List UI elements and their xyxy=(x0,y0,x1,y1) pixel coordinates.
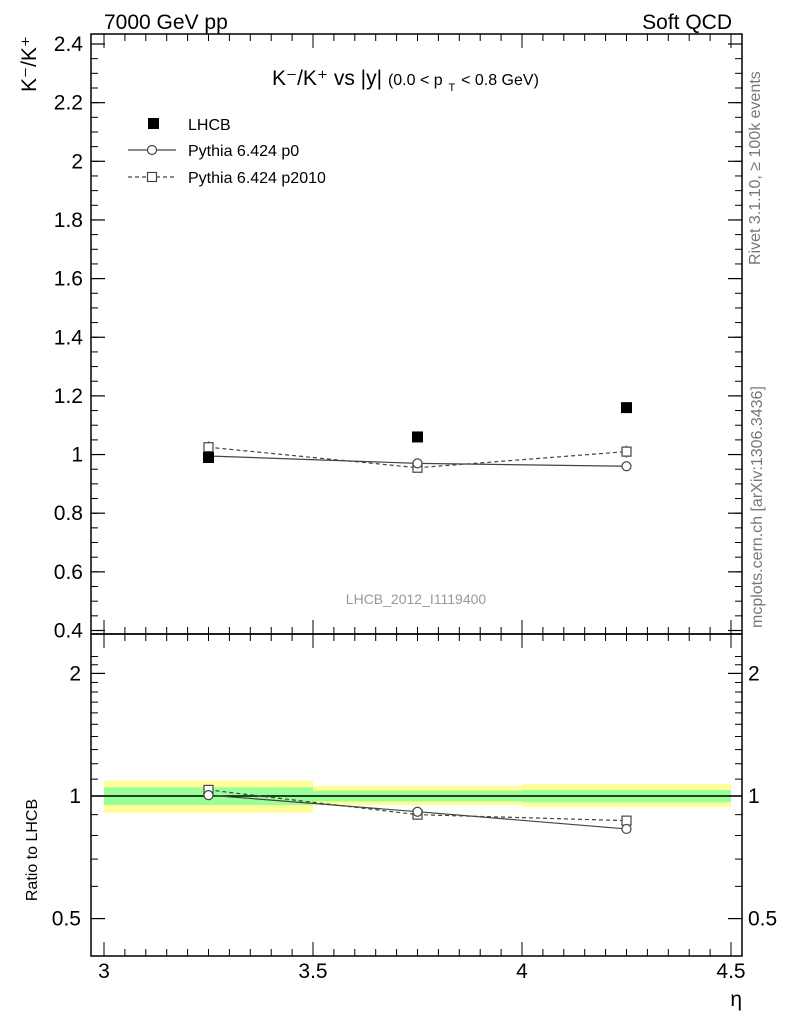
main-point-lhcb xyxy=(203,451,214,463)
title-main: K⁻/K⁺ vs |y| xyxy=(272,67,382,90)
ratio-y-tick-label: 1 xyxy=(69,785,81,808)
main-y-tick-label: 1.6 xyxy=(54,268,83,291)
ratio-y-tick-label: 2 xyxy=(69,662,81,685)
ratio-point-pythia-6-424-p0 xyxy=(203,790,214,801)
ratio-point-pythia-6-424-p0 xyxy=(621,823,632,835)
x-tick-label: 4 xyxy=(516,960,528,983)
main-chart-title: K⁻/K⁺ vs |y| (0.0 < p T < 0.8 GeV) xyxy=(272,67,539,96)
ratio-point-pythia-6-424-p2010 xyxy=(621,815,632,826)
ratio-y-tick-label: 0.5 xyxy=(52,908,81,931)
x-tick-label: 3.5 xyxy=(298,960,327,983)
header-category-label: Soft QCD xyxy=(642,11,732,34)
main-y-tick-label: 1.4 xyxy=(54,326,84,349)
ratio-y-tick-label-right: 0.5 xyxy=(748,908,777,931)
legend-label-lhcb: LHCB xyxy=(188,117,231,134)
title-cut-sub: T xyxy=(449,82,456,94)
data-series xyxy=(203,402,632,835)
ratio-y-tick-label-right: 1 xyxy=(748,785,760,808)
legend-marker-p0 xyxy=(146,144,158,156)
legend: LHCB Pythia 6.424 p0 Pythia 6.424 p2010 xyxy=(128,117,326,187)
main-y-tick-label: 2.4 xyxy=(54,33,84,56)
main-y-tick-label: 0.4 xyxy=(54,620,84,643)
main-y-tick-label: 2 xyxy=(71,150,83,173)
analysis-watermark: LHCB_2012_I1119400 xyxy=(346,591,487,607)
legend-label-p2010: Pythia 6.424 p2010 xyxy=(188,170,326,187)
x-tick-label: 4.5 xyxy=(716,960,745,983)
main-y-tick-label: 1.8 xyxy=(54,209,83,232)
title-cut-open: (0.0 < p xyxy=(388,72,443,89)
main-point-pythia-6-424-p2010 xyxy=(621,446,632,457)
legend-marker-p2010 xyxy=(146,171,158,183)
ratio-uncertainty-bands xyxy=(91,780,742,813)
main-point-lhcb xyxy=(412,431,423,443)
title-cut-close: < 0.8 GeV) xyxy=(461,72,539,89)
main-y-tick-label: 2.2 xyxy=(54,92,83,115)
legend-label-p0: Pythia 6.424 p0 xyxy=(188,143,299,160)
mcplots-reference-label: mcplots.cern.ch [arXiv:1306.3436] xyxy=(749,386,766,628)
ratio-panel-frame xyxy=(90,633,743,957)
main-point-pythia-6-424-p0 xyxy=(621,461,632,472)
header-energy-label: 7000 GeV pp xyxy=(104,11,228,34)
main-y-axis-label: K⁻/K⁺ xyxy=(18,36,41,92)
rivet-version-label: Rivet 3.1.10, ≥ 100k events xyxy=(747,71,764,265)
main-point-pythia-6-424-p2010 xyxy=(203,442,214,453)
legend-marker-lhcb xyxy=(148,118,159,129)
ratio-y-axis-label: Ratio to LHCB xyxy=(24,799,41,901)
main-y-tick-label: 1 xyxy=(71,444,83,467)
x-axis-label: η xyxy=(730,988,742,1011)
main-y-tick-label: 0.8 xyxy=(54,502,83,525)
ratio-point-pythia-6-424-p0 xyxy=(412,806,423,817)
main-y-tick-label: 0.6 xyxy=(54,561,83,584)
x-tick-label: 3 xyxy=(98,960,110,983)
main-y-tick-label: 1.2 xyxy=(54,385,83,408)
ratio-y-tick-label-right: 2 xyxy=(748,662,760,685)
main-point-pythia-6-424-p0 xyxy=(412,458,423,469)
main-point-lhcb xyxy=(621,402,632,414)
axis-ticks: 0.4 0.6 0.8 1 1.2 1.4 1.6 1.8 2 2.2 2.4 3 3.5 4 4.5 0.5… xyxy=(52,33,777,983)
